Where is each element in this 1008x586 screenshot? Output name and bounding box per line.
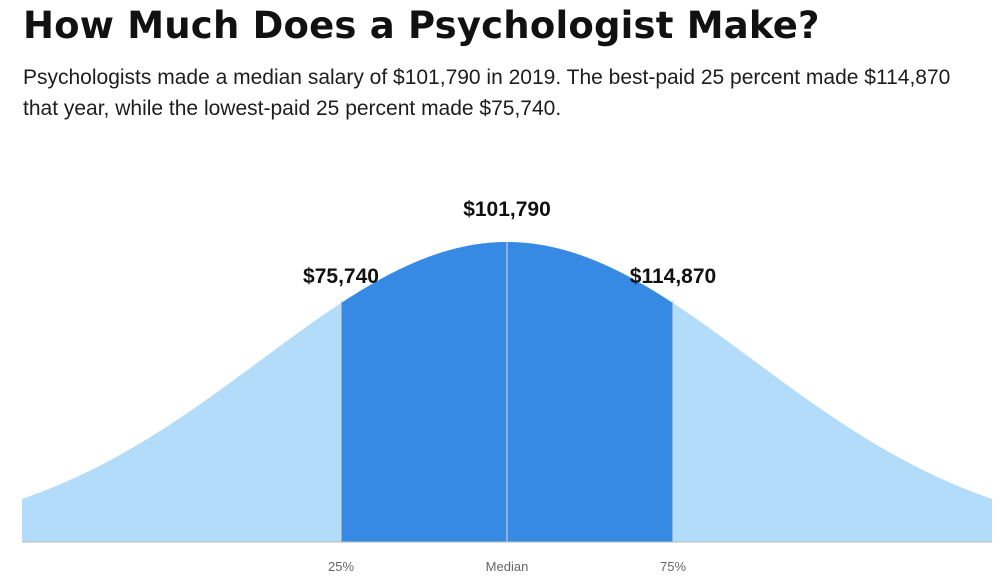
right-tail-area <box>673 303 992 542</box>
left-tail-area <box>22 303 341 542</box>
page-title: How Much Does a Psychologist Make? <box>23 4 820 47</box>
value-label-median: $101,790 <box>463 198 551 221</box>
page-subtitle: Psychologists made a median salary of $1… <box>23 66 951 120</box>
tick-label-median: Median <box>486 559 529 574</box>
value-label-25: $75,740 <box>303 265 379 288</box>
tick-label-25: 25% <box>328 559 354 574</box>
tick-label-75: 75% <box>660 559 686 574</box>
value-label-75: $114,870 <box>630 265 716 288</box>
